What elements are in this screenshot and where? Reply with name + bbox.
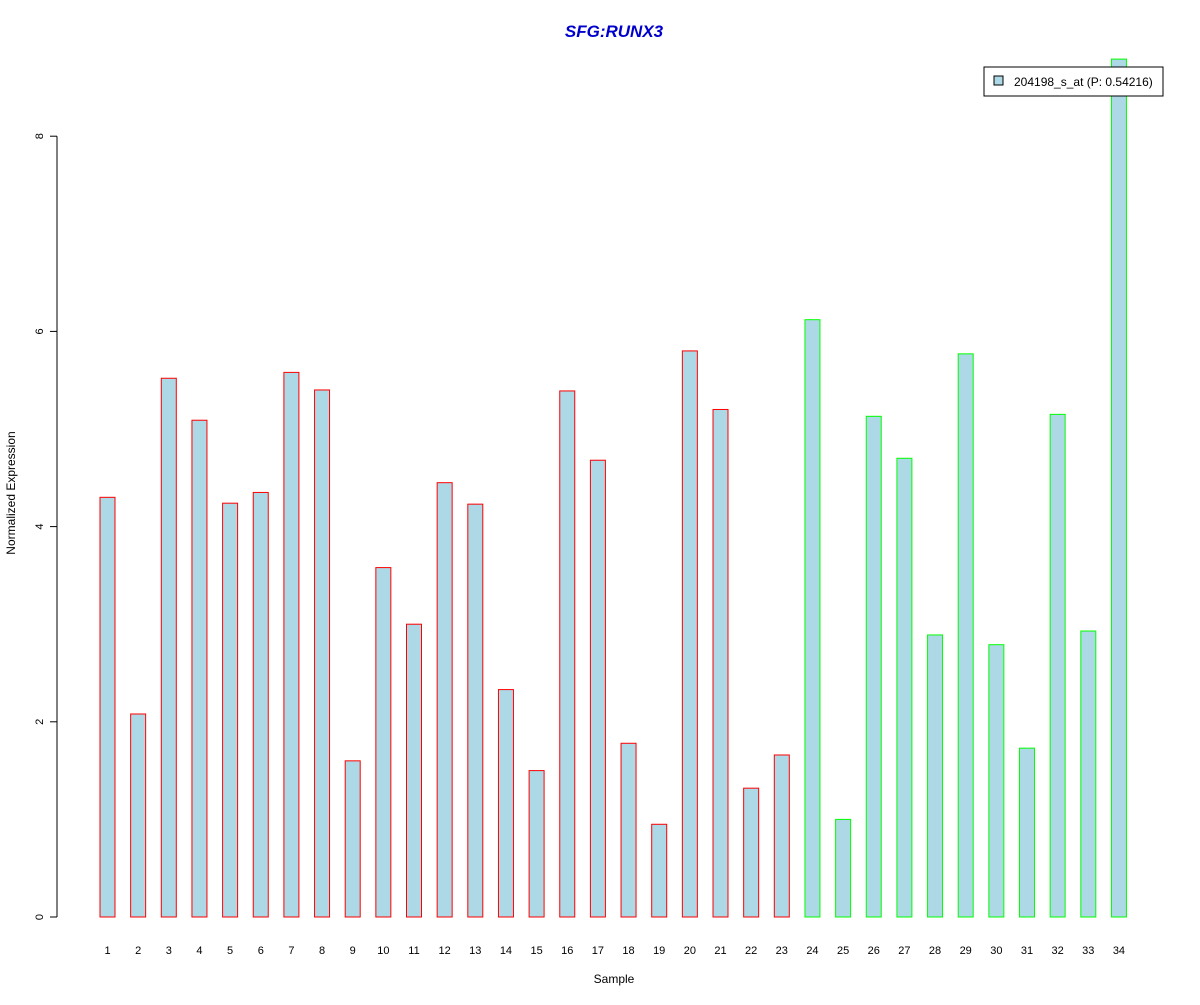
bar-sample-28 [928, 635, 943, 917]
x-tick-label: 2 [135, 945, 141, 957]
legend: 204198_s_at (P: 0.54216) [984, 67, 1163, 96]
x-tick-label: 13 [469, 945, 481, 957]
x-tick-label: 30 [990, 945, 1002, 957]
x-tick-label: 15 [530, 945, 542, 957]
x-tick-label: 1 [104, 945, 110, 957]
x-axis-label: Sample [594, 972, 635, 986]
x-tick-label: 11 [408, 945, 419, 957]
x-tick-label: 8 [319, 945, 325, 957]
y-axis: 0 2 4 6 8 [34, 133, 57, 920]
x-tick-label: 31 [1021, 945, 1033, 957]
bar-sample-25 [836, 819, 851, 917]
x-tick-label: 10 [377, 945, 389, 957]
bar-sample-24 [805, 320, 820, 917]
x-tick-label: 23 [776, 945, 788, 957]
x-tick-label: 5 [227, 945, 233, 957]
y-tick-label: 0 [34, 914, 46, 920]
bar-sample-22 [744, 788, 759, 917]
x-tick-label: 9 [350, 945, 356, 957]
x-tick-label: 19 [653, 945, 665, 957]
x-tick-label: 24 [806, 945, 818, 957]
y-tick-label: 4 [34, 524, 46, 530]
bar-sample-9 [345, 761, 360, 917]
bar-sample-16 [560, 391, 575, 917]
bar-sample-2 [131, 714, 146, 917]
x-tick-label: 32 [1052, 945, 1064, 957]
x-tick-label: 34 [1113, 945, 1125, 957]
bar-sample-4 [192, 420, 207, 917]
bar-sample-13 [468, 504, 483, 917]
y-axis-label: Normalized Expression [4, 431, 18, 554]
y-tick-label: 2 [34, 719, 46, 725]
bar-sample-34 [1111, 59, 1126, 917]
bar-sample-8 [315, 390, 330, 917]
bar-sample-26 [866, 416, 881, 917]
y-tick-label: 8 [34, 133, 46, 139]
x-tick-label: 4 [196, 945, 202, 957]
x-tick-label: 7 [288, 945, 294, 957]
bar-sample-14 [498, 690, 513, 917]
x-tick-labels: 1 2 3 4 5 6 7 8 9 10 11 12 13 14 15 16 17 18 19 20 21 22 23 24 2… [104, 945, 1125, 957]
bar-sample-5 [223, 503, 238, 917]
legend-swatch [994, 76, 1003, 85]
bar-sample-17 [590, 460, 605, 917]
chart-title: SFG:RUNX3 [565, 22, 664, 41]
bar-sample-3 [161, 378, 176, 917]
bar-sample-31 [1020, 748, 1035, 917]
x-tick-label: 18 [622, 945, 634, 957]
bar-sample-23 [774, 755, 789, 917]
bar-sample-6 [253, 492, 268, 917]
x-tick-label: 3 [166, 945, 172, 957]
y-tick-label: 6 [34, 328, 46, 334]
x-tick-label: 16 [561, 945, 573, 957]
bar-sample-15 [529, 771, 544, 917]
bar-sample-10 [376, 568, 391, 917]
bar-sample-11 [407, 624, 422, 917]
x-tick-label: 21 [714, 945, 726, 957]
bar-sample-33 [1081, 631, 1096, 917]
bar-sample-19 [652, 824, 667, 917]
x-tick-label: 29 [960, 945, 972, 957]
bar-sample-27 [897, 458, 912, 917]
bar-sample-1 [100, 497, 115, 917]
bar-sample-12 [437, 483, 452, 917]
x-tick-label: 25 [837, 945, 849, 957]
bar-sample-18 [621, 743, 636, 917]
bar-sample-7 [284, 372, 299, 917]
bar-sample-20 [682, 351, 697, 917]
bar-sample-21 [713, 409, 728, 917]
legend-label: 204198_s_at (P: 0.54216) [1014, 75, 1153, 89]
bars-group [100, 59, 1126, 917]
x-tick-label: 33 [1082, 945, 1094, 957]
x-tick-label: 28 [929, 945, 941, 957]
x-tick-label: 26 [868, 945, 880, 957]
bar-sample-30 [989, 645, 1004, 917]
x-tick-label: 27 [898, 945, 910, 957]
bar-sample-32 [1050, 414, 1065, 917]
x-tick-label: 12 [439, 945, 451, 957]
x-tick-label: 17 [592, 945, 604, 957]
x-tick-label: 20 [684, 945, 696, 957]
x-tick-label: 22 [745, 945, 757, 957]
bar-sample-29 [958, 354, 973, 917]
x-tick-label: 6 [258, 945, 264, 957]
x-tick-label: 14 [500, 945, 512, 957]
